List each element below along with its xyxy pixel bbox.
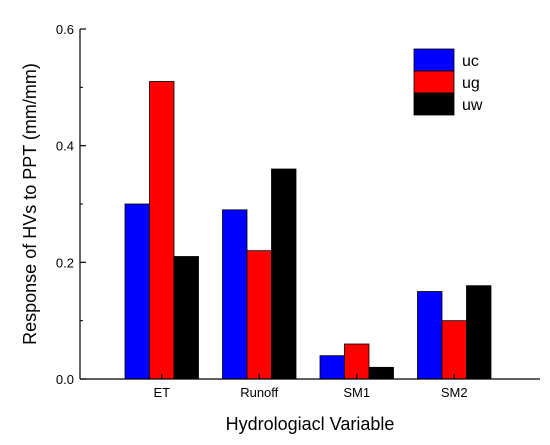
y-tick-label: 0.0: [56, 372, 74, 387]
legend-label-uc: uc: [462, 53, 479, 70]
bar-ug-runoff: [246, 250, 272, 380]
bar-uw-et: [173, 256, 199, 380]
x-tick-label: SM1: [343, 385, 370, 400]
x-tick-label: Runoff: [240, 385, 278, 400]
bar-uw-sm1: [368, 366, 394, 380]
bar-ug-sm1: [344, 343, 370, 380]
legend-swatch-ug: [413, 70, 455, 94]
bar-uc-runoff: [222, 209, 248, 380]
x-ticks-group: ET Runoff SM1 SM2: [153, 374, 468, 400]
bar-uc-sm1: [319, 355, 345, 380]
legend-swatch-uw: [413, 92, 455, 116]
x-tick-label: ET: [153, 385, 170, 400]
y-ticks-group: 0.0 0.2 0.4 0.6: [56, 22, 86, 387]
y-tick-label: 0.2: [56, 255, 74, 270]
y-tick-label: 0.4: [56, 139, 74, 154]
bars-group: [124, 81, 492, 380]
legend-swatch-uc: [413, 48, 455, 72]
bar-uw-runoff: [271, 168, 297, 380]
bar-ug-sm2: [441, 320, 467, 380]
y-tick-label: 0.6: [56, 22, 74, 37]
bar-uc-et: [124, 203, 150, 380]
legend-label-uw: uw: [462, 97, 483, 114]
bar-uc-sm2: [417, 291, 443, 380]
x-axis-title: Hydrologiacl Variable: [226, 414, 395, 434]
bar-uw-sm2: [466, 285, 492, 380]
bar-ug-et: [149, 81, 175, 380]
legend-label-ug: ug: [462, 75, 480, 92]
legend: uc ug uw: [413, 48, 483, 116]
x-tick-label: SM2: [441, 385, 468, 400]
y-axis-title: Response of HVs to PPT (mm/mm): [20, 63, 40, 345]
